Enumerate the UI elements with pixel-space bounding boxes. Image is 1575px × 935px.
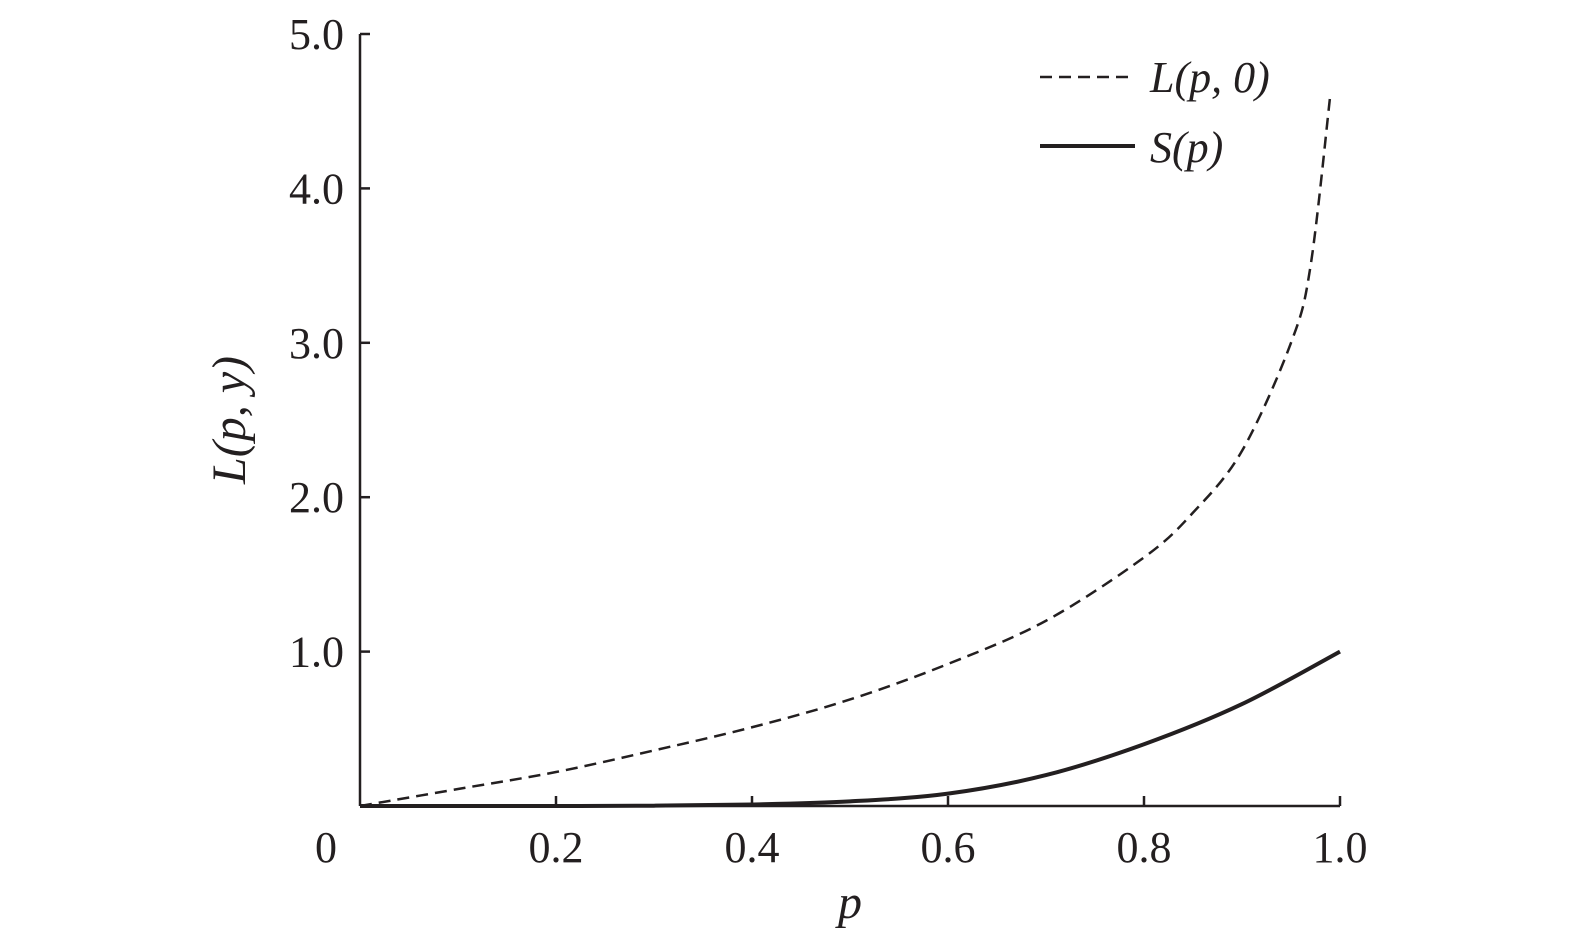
legend-label-series-1: S(p) — [1150, 123, 1223, 172]
y-tick-label: 3.0 — [289, 319, 344, 368]
series-line-0 — [359, 95, 1332, 808]
x-tick-label: 0.8 — [1117, 823, 1172, 872]
x-tick-label: 0 — [315, 823, 337, 872]
x-tick-label: 0.6 — [921, 823, 976, 872]
legend: L(p, 0) S(p) — [1040, 53, 1270, 172]
y-tick-label: 1.0 — [289, 628, 344, 677]
y-tick-label: 2.0 — [289, 473, 344, 522]
y-axis-ticks: 1.0 2.0 3.0 4.0 5.0 — [289, 10, 370, 677]
x-tick-label: 0.4 — [725, 823, 780, 872]
x-axis-ticks: 0 0.2 0.4 0.6 0.8 1.0 — [315, 796, 1368, 872]
x-tick-label: 1.0 — [1313, 823, 1368, 872]
series-line-1 — [360, 649, 1341, 809]
y-tick-label: 5.0 — [289, 10, 344, 59]
x-tick-label: 0.2 — [529, 823, 584, 872]
x-axis-title: p — [835, 876, 862, 929]
y-axis-title: L(p, y) — [203, 356, 256, 485]
legend-label-series-0: L(p, 0) — [1149, 53, 1270, 102]
series-layer — [359, 95, 1341, 809]
y-tick-label: 4.0 — [289, 164, 344, 213]
